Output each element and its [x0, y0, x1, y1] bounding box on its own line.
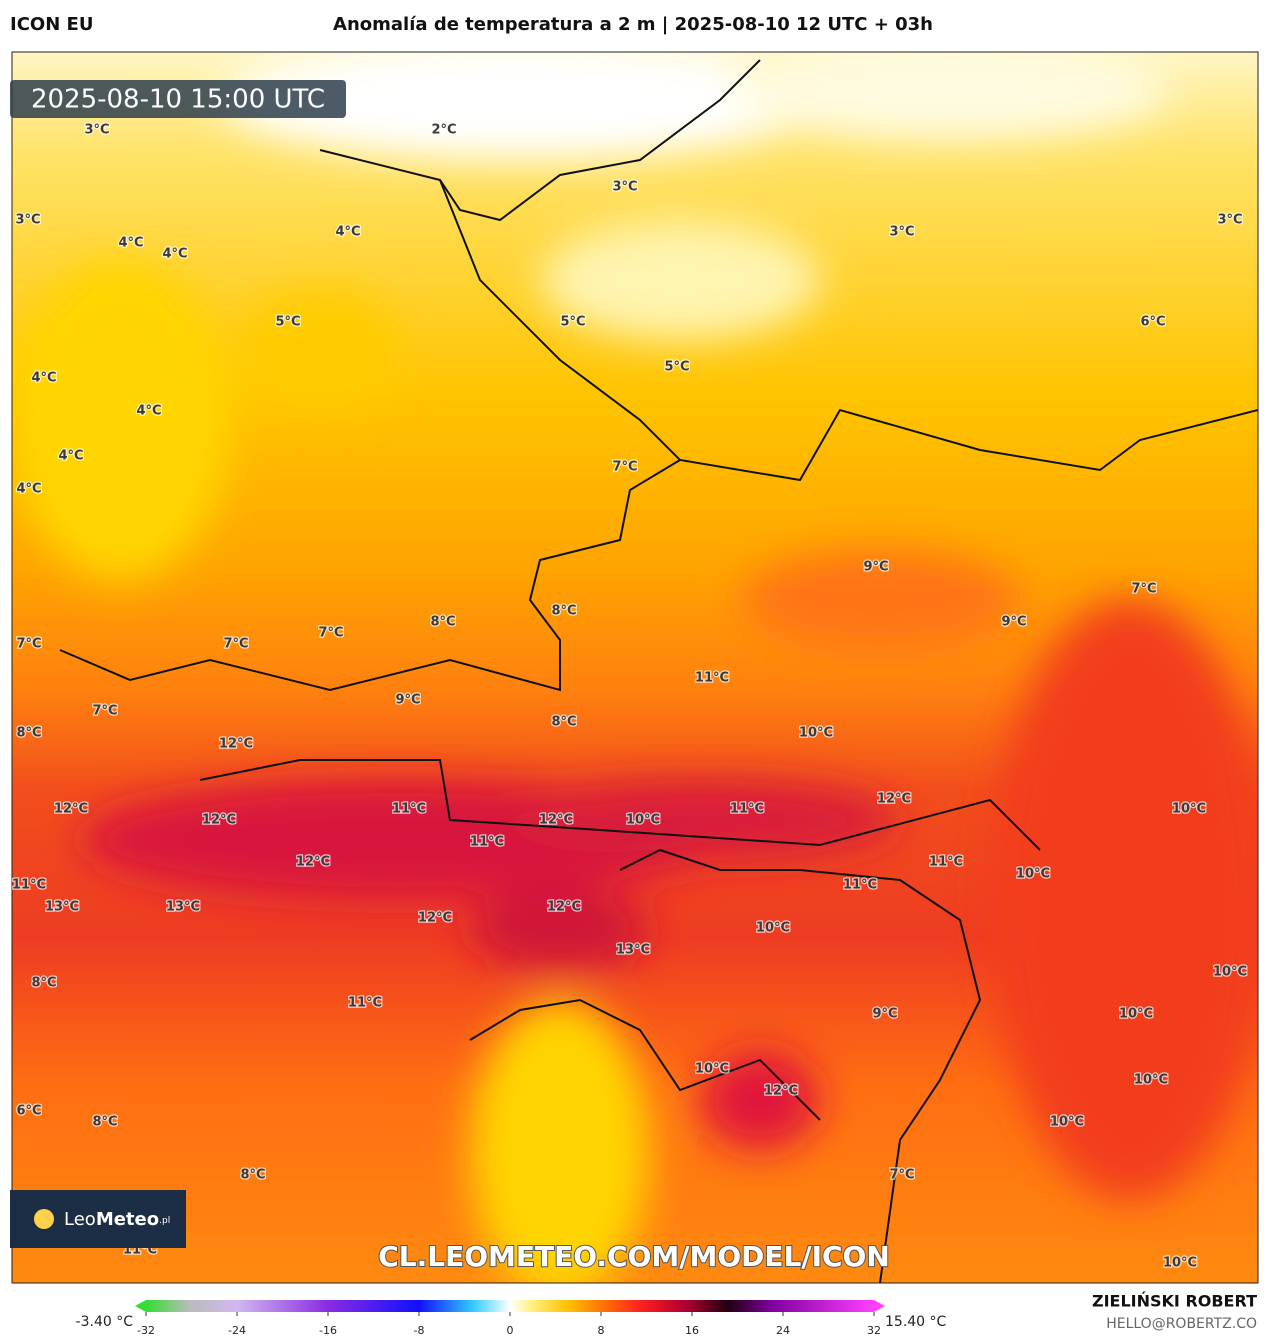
contour-label: 12°C	[202, 813, 236, 828]
colorbar: -32 -24 -16 -8 0 8 16 24 32	[135, 1300, 885, 1337]
contour-label: 12°C	[219, 737, 253, 752]
contour-label: 10°C	[1172, 802, 1206, 817]
min-anomaly: -3.40 °C	[76, 1314, 134, 1330]
colorbar-min-arrow	[135, 1300, 146, 1312]
colorbar-ramp	[146, 1300, 874, 1312]
colorbar-tick-label: 8	[598, 1324, 605, 1337]
colorbar-tick-label: 24	[776, 1324, 790, 1337]
contour-label: 6°C	[16, 1104, 41, 1119]
map-field	[12, 52, 1258, 1283]
contour-label: 8°C	[31, 976, 56, 991]
max-anomaly: 15.40 °C	[885, 1314, 947, 1330]
contour-label: 2°C	[431, 123, 456, 138]
contour-label: 12°C	[54, 802, 88, 817]
colorbar-tick-label: -8	[414, 1324, 425, 1337]
contour-label: 10°C	[695, 1062, 729, 1077]
colorbar-tick-label: -24	[228, 1324, 246, 1337]
contour-label: 8°C	[430, 615, 455, 630]
logo-suffix: .pl	[159, 1216, 170, 1226]
model-name: ICON EU	[10, 14, 93, 35]
contour-label: 6°C	[1140, 315, 1165, 330]
contour-label: 11°C	[695, 671, 729, 686]
contour-label: 11°C	[470, 835, 504, 850]
map-frame	[11, 51, 1259, 1284]
contour-label: 3°C	[889, 225, 914, 240]
contour-label: 8°C	[551, 604, 576, 619]
contour-label: 8°C	[92, 1115, 117, 1130]
contour-label: 9°C	[863, 560, 888, 575]
contour-label: 12°C	[539, 813, 573, 828]
contour-label: 11°C	[929, 855, 963, 870]
contour-label: 7°C	[223, 637, 248, 652]
contour-label: 4°C	[136, 404, 161, 419]
contour-label: 8°C	[551, 715, 576, 730]
contour-label: 12°C	[547, 900, 581, 915]
contour-label: 12°C	[877, 792, 911, 807]
contour-label: 8°C	[240, 1168, 265, 1183]
contour-label: 9°C	[1001, 615, 1026, 630]
contour-label: 4°C	[335, 225, 360, 240]
contour-label: 12°C	[296, 855, 330, 870]
colorbar-tick-label: 0	[507, 1324, 514, 1337]
author: ZIELIŃSKI ROBERT	[1092, 1292, 1257, 1311]
contour-label: 9°C	[872, 1007, 897, 1022]
contour-label: 11°C	[348, 996, 382, 1011]
contour-label: 10°C	[799, 726, 833, 741]
contour-label: 10°C	[1119, 1007, 1153, 1022]
contour-label: 7°C	[92, 704, 117, 719]
colorbar-tick-label: 16	[685, 1324, 699, 1337]
contour-label: 4°C	[16, 482, 41, 497]
colorbar-tick-label: 32	[867, 1324, 881, 1337]
contour-label: 7°C	[612, 460, 637, 475]
contour-label: 10°C	[1050, 1115, 1084, 1130]
contour-label: 8°C	[16, 726, 41, 741]
contour-label: 13°C	[45, 900, 79, 915]
contour-label: 5°C	[560, 315, 585, 330]
contour-label: 5°C	[664, 360, 689, 375]
contour-label: 12°C	[418, 911, 452, 926]
contour-label: 7°C	[318, 626, 343, 641]
contour-label: 13°C	[616, 943, 650, 958]
contour-label: 3°C	[84, 123, 109, 138]
contour-label: 3°C	[612, 180, 637, 195]
contour-label: 10°C	[1213, 965, 1247, 980]
contour-label: 10°C	[756, 921, 790, 936]
contour-label: 11°C	[843, 878, 877, 893]
contour-label: 4°C	[118, 236, 143, 251]
contour-label: 10°C	[626, 813, 660, 828]
contour-label: 11°C	[730, 802, 764, 817]
title: Anomalía de temperatura a 2 m | 2025-08-…	[333, 14, 933, 35]
logo-light: Leo	[64, 1209, 96, 1230]
email: HELLO@ROBERTZ.CO	[1106, 1316, 1257, 1332]
contour-label: 4°C	[58, 449, 83, 464]
contour-label: 3°C	[1217, 213, 1242, 228]
contour-label: 11°C	[392, 802, 426, 817]
contour-label: 4°C	[31, 371, 56, 386]
colorbar-max-arrow	[874, 1300, 885, 1312]
colorbar-tick-label: -16	[319, 1324, 337, 1337]
contour-label: 10°C	[1016, 867, 1050, 882]
contour-label: 4°C	[162, 247, 187, 262]
contour-label: 13°C	[166, 900, 200, 915]
contour-label: 12°C	[764, 1084, 798, 1099]
contour-label: 7°C	[1131, 582, 1156, 597]
logo-text: LeoMeteo.pl	[64, 1209, 170, 1230]
timestamp-box	[10, 80, 346, 118]
contour-label: 7°C	[16, 637, 41, 652]
contour-label: 10°C	[1134, 1073, 1168, 1088]
contour-labels: 3°C 2°C 3°C 3°C 3°C 3°C 4°C 4°C 4°C 5°C 5°C 6°C 4°C 5…	[11, 121, 1249, 1272]
contour-label: 11°C	[12, 878, 46, 893]
logo-bold: Meteo	[96, 1209, 159, 1230]
timestamp: 2025-08-10 15:00 UTC	[31, 85, 325, 115]
contour-label: 5°C	[275, 315, 300, 330]
contour-label: 10°C	[1163, 1256, 1197, 1271]
colorbar-tick-label: -32	[137, 1324, 155, 1337]
logo-sun	[34, 1209, 54, 1229]
watermark: CL.LEOMETEO.COM/MODEL/ICON	[378, 1240, 890, 1273]
contour-label: 3°C	[15, 213, 40, 228]
contour-label: 7°C	[889, 1168, 914, 1183]
contour-label: 9°C	[395, 693, 420, 708]
